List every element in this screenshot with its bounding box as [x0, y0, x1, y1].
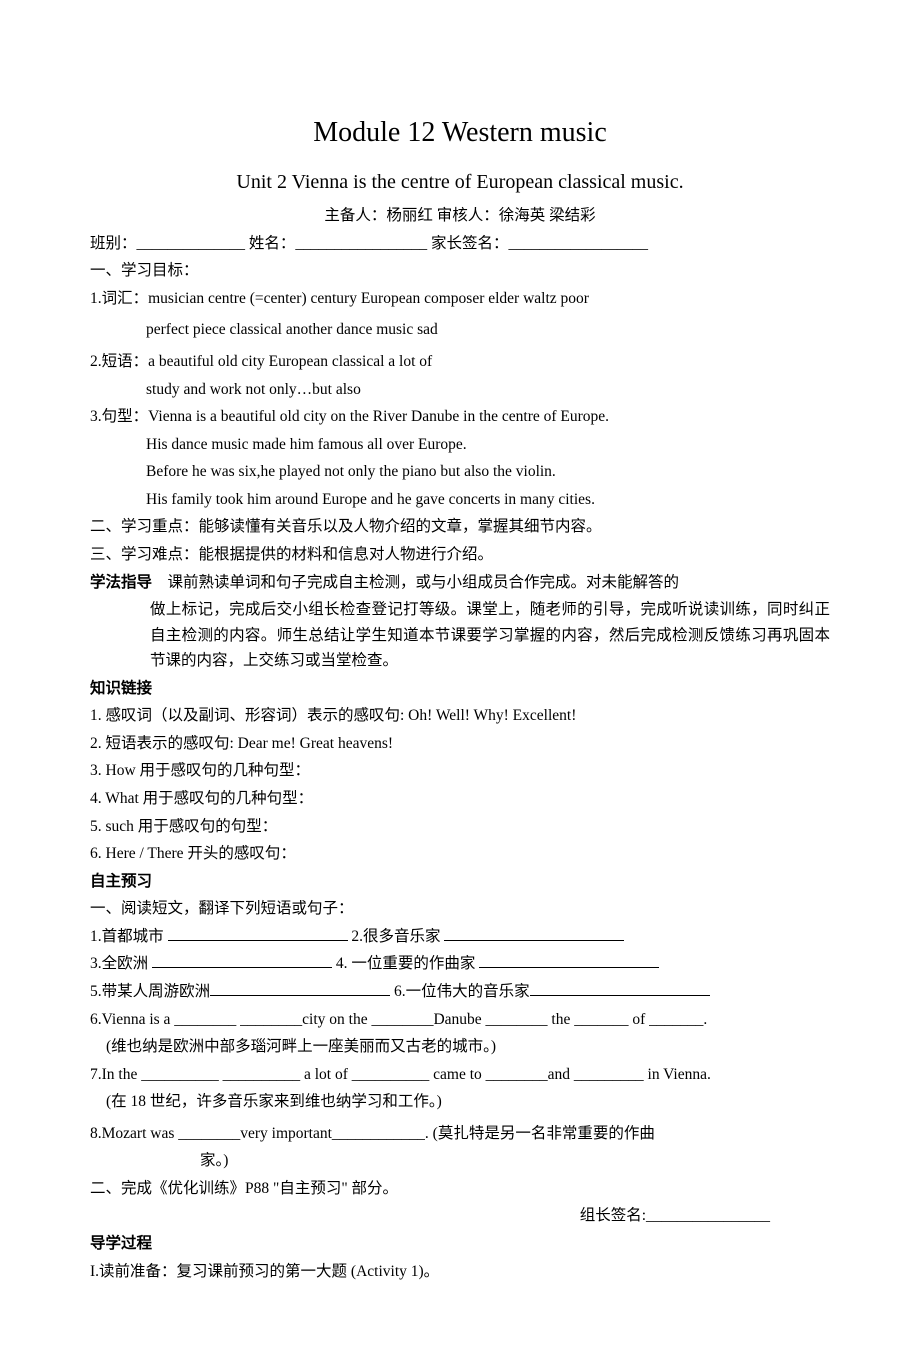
- preview-1b: 2.很多音乐家: [351, 928, 440, 945]
- blank: [210, 980, 390, 996]
- sentence-line-4: His family took him around Europe and he…: [90, 487, 830, 513]
- preview-8-cn: 家。): [90, 1148, 830, 1174]
- section-1-heading: 一、学习目标：: [90, 258, 830, 284]
- phrase-line-2: study and work not only…but also: [90, 377, 830, 403]
- unit-title: Unit 2 Vienna is the centre of European …: [90, 166, 830, 199]
- blank: [530, 980, 710, 996]
- preview-3a: 5.带某人周游欧洲: [90, 983, 210, 1000]
- preview-row-1: 1.首都城市 2.很多音乐家: [90, 924, 830, 950]
- preview-row-2: 3.全欧洲 4. 一位重要的作曲家: [90, 951, 830, 977]
- preview-part-2: 二、完成《优化训练》P88 "自主预习" 部分。: [90, 1176, 830, 1202]
- preview-3b: 6.一位伟大的音乐家: [394, 983, 530, 1000]
- preview-1a: 1.首都城市: [90, 928, 164, 945]
- process-label: 导学过程: [90, 1231, 830, 1257]
- knowledge-6: 6. Here / There 开头的感叹句：: [90, 841, 830, 867]
- method-text-1: 课前熟读单词和句子完成自主检测，或与小组成员合作完成。对未能解答的: [168, 574, 680, 591]
- preview-6-cn: (维也纳是欧洲中部多瑙河畔上一座美丽而又古老的城市。): [90, 1034, 830, 1060]
- knowledge-2: 2. 短语表示的感叹句: Dear me! Great heavens!: [90, 731, 830, 757]
- method-text-2: 做上标记，完成后交小组长检查登记打等级。课堂上，随老师的引导，完成听说读训练，同…: [90, 597, 830, 674]
- knowledge-1: 1. 感叹词（以及副词、形容词）表示的感叹句: Oh! Well! Why! E…: [90, 703, 830, 729]
- preview-heading: 一、阅读短文，翻译下列短语或句子：: [90, 896, 830, 922]
- method-guidance: 学法指导 课前熟读单词和句子完成自主检测，或与小组成员合作完成。对未能解答的: [90, 570, 830, 596]
- sentence-line-1: 3.句型：Vienna is a beautiful old city on t…: [90, 404, 830, 430]
- vocab-line-2: perfect piece classical another dance mu…: [90, 317, 830, 343]
- process-1: I.读前准备：复习课前预习的第一大题 (Activity 1)。: [90, 1259, 830, 1285]
- knowledge-3: 3. How 用于感叹句的几种句型：: [90, 758, 830, 784]
- preview-6: 6.Vienna is a ________ ________city on t…: [90, 1007, 830, 1033]
- class-name-signature-line: 班别：______________ 姓名：_________________ 家…: [90, 231, 830, 257]
- preview-7-cn: (在 18 世纪，许多音乐家来到维也纳学习和工作。): [90, 1089, 830, 1115]
- phrase-line-1: 2.短语：a beautiful old city European class…: [90, 349, 830, 375]
- vocab-line-1: 1.词汇：musician centre (=center) century E…: [90, 286, 830, 312]
- sentence-line-2: His dance music made him famous all over…: [90, 432, 830, 458]
- section-2-heading: 二、学习重点：能够读懂有关音乐以及人物介绍的文章，掌握其细节内容。: [90, 514, 830, 540]
- preview-7: 7.In the __________ __________ a lot of …: [90, 1062, 830, 1088]
- blank: [444, 925, 624, 941]
- group-leader-signature: 组长签名:________________: [90, 1203, 830, 1229]
- preview-2b: 4. 一位重要的作曲家: [336, 955, 476, 972]
- blank: [479, 953, 659, 969]
- knowledge-link-label: 知识链接: [90, 676, 830, 702]
- preview-2a: 3.全欧洲: [90, 955, 148, 972]
- knowledge-5: 5. such 用于感叹句的句型：: [90, 814, 830, 840]
- preview-8: 8.Mozart was ________very important_____…: [90, 1121, 830, 1147]
- self-preview-label: 自主预习: [90, 869, 830, 895]
- method-label: 学法指导: [90, 574, 152, 591]
- knowledge-4: 4. What 用于感叹句的几种句型：: [90, 786, 830, 812]
- blank: [168, 925, 348, 941]
- sentence-line-3: Before he was six,he played not only the…: [90, 459, 830, 485]
- authors-line: 主备人：杨丽红 审核人：徐海英 梁结彩: [90, 203, 830, 229]
- module-title: Module 12 Western music: [90, 110, 830, 156]
- blank: [152, 953, 332, 969]
- section-3-heading: 三、学习难点：能根据提供的材料和信息对人物进行介绍。: [90, 542, 830, 568]
- preview-row-3: 5.带某人周游欧洲 6.一位伟大的音乐家: [90, 979, 830, 1005]
